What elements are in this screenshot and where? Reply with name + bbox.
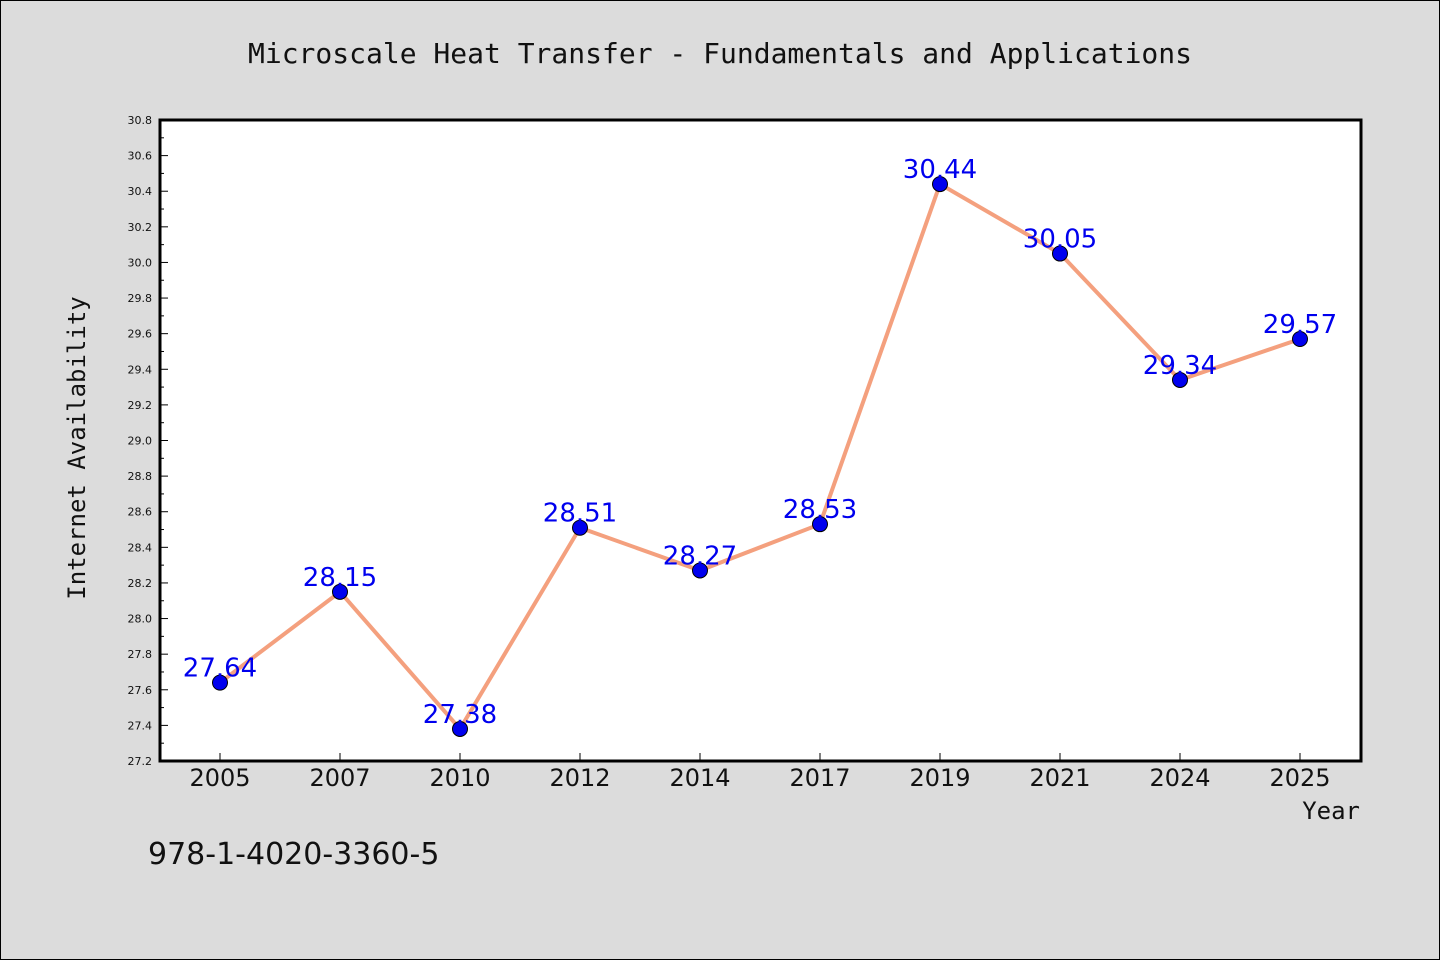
- x-axis-label: Year: [1302, 797, 1360, 825]
- x-tick-label: 2010: [429, 764, 490, 792]
- data-label: 30.44: [903, 155, 977, 185]
- series-line: [218, 182, 1301, 731]
- y-tick-label: 28.6: [128, 506, 153, 519]
- data-point: [1052, 245, 1068, 262]
- data-point: [812, 516, 828, 533]
- data-label: 28.51: [543, 499, 617, 529]
- series-line-group: [218, 182, 1301, 731]
- data-label: 28.27: [663, 541, 737, 571]
- x-tick-label: 2014: [669, 764, 730, 792]
- data-labels-group: 27.64 28.15 27.38 28.51 28.27 28.53 30.44 30.05…: [183, 155, 1337, 730]
- y-tick-label: 29.8: [128, 292, 153, 305]
- x-tick-label: 2021: [1029, 764, 1090, 792]
- data-label: 27.38: [423, 700, 497, 730]
- x-tick-label: 2025: [1269, 764, 1330, 792]
- y-tick-label: 28.0: [128, 613, 153, 626]
- chart-title: Microscale Heat Transfer - Fundamentals …: [248, 37, 1192, 70]
- data-point: [572, 519, 588, 536]
- y-tick-label: 28.2: [128, 577, 153, 590]
- plot-area: [158, 118, 1363, 763]
- x-tick-label: 2005: [189, 764, 250, 792]
- y-tick-label: 30.8: [128, 114, 153, 127]
- x-tick-label: 2024: [1149, 764, 1210, 792]
- x-tick-label: 2019: [909, 764, 970, 792]
- y-axis-label: Internet Availability: [63, 296, 91, 599]
- y-axis: 27.2 27.4 27.6 27.8 28.0 28.2 28.4 28.6 28.8 29.0…: [128, 114, 168, 768]
- y-tick-label: 28.4: [128, 541, 153, 554]
- x-tick-label: 2007: [309, 764, 370, 792]
- y-tick-label: 30.4: [128, 185, 153, 198]
- data-label: 28.53: [783, 495, 857, 525]
- data-label: 27.64: [183, 654, 257, 684]
- y-tick-label: 27.4: [128, 719, 153, 732]
- data-point: [1172, 371, 1188, 388]
- data-label: 29.57: [1263, 310, 1337, 340]
- markers-group: [212, 176, 1308, 737]
- footer-isbn: 978-1-4020-3360-5: [148, 837, 439, 872]
- y-tick-label: 29.6: [128, 328, 153, 341]
- y-tick-label: 27.6: [128, 684, 153, 697]
- data-point: [692, 562, 708, 579]
- y-tick-label: 29.4: [128, 363, 153, 376]
- y-tick-label: 27.2: [128, 755, 153, 768]
- y-tick-label: 29.0: [128, 435, 153, 448]
- data-label: 29.34: [1143, 351, 1217, 381]
- y-tick-label: 30.0: [128, 256, 153, 269]
- data-point: [932, 176, 948, 193]
- data-point: [332, 583, 348, 600]
- y-tick-label: 30.2: [128, 221, 153, 234]
- data-label: 30.05: [1023, 225, 1097, 255]
- y-tick-label: 29.2: [128, 399, 153, 412]
- data-point: [1292, 331, 1308, 348]
- y-tick-label: 30.6: [128, 150, 153, 163]
- data-label: 28.15: [303, 563, 377, 593]
- x-axis: 2005 2007 2010 2012 2014 2017 2019 2021 2024 2025: [189, 753, 1331, 792]
- x-tick-label: 2012: [549, 764, 610, 792]
- y-tick-label: 28.8: [128, 470, 153, 483]
- y-tick-label: 27.8: [128, 648, 153, 661]
- x-tick-label: 2017: [789, 764, 850, 792]
- data-point: [212, 674, 228, 691]
- data-point: [452, 720, 468, 737]
